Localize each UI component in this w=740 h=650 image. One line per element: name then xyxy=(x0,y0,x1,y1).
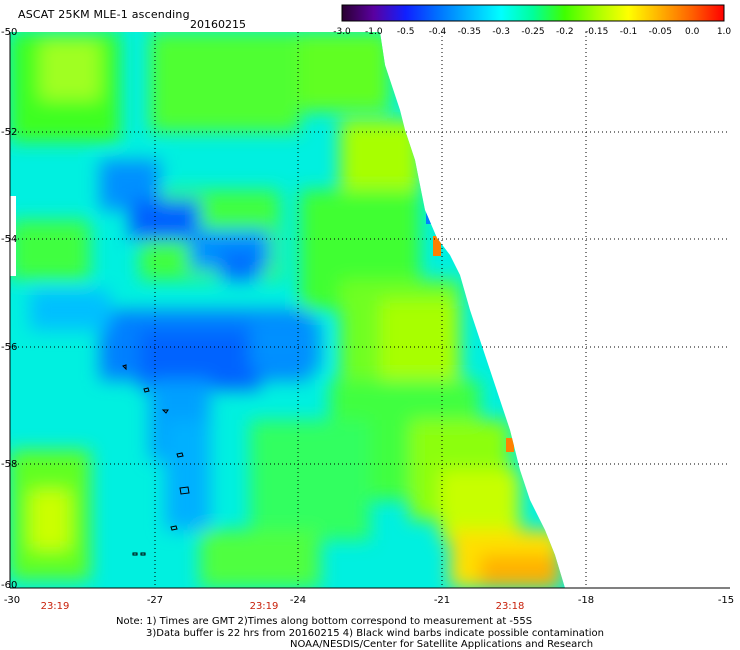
lat-label: -58 xyxy=(1,459,18,470)
colorbar-gradient xyxy=(341,4,725,22)
mle-data-field xyxy=(10,32,565,588)
colorbar-label: -3.0 xyxy=(333,27,351,37)
lon-label: -21 xyxy=(433,595,451,606)
colorbar-label: -0.5 xyxy=(396,27,415,37)
colorbar-label: 1.0 xyxy=(716,27,732,37)
colorbar-label: -0.25 xyxy=(521,27,545,37)
time-label: 23:19 xyxy=(40,601,70,612)
lat-label: -54 xyxy=(1,234,18,245)
time-label: 23:18 xyxy=(495,601,525,612)
lon-label: -24 xyxy=(289,595,307,606)
contamination-markers xyxy=(122,364,190,556)
product-title: ASCAT 25KM MLE-1 ascending xyxy=(18,8,190,21)
colorbar-label: -1.0 xyxy=(365,27,383,37)
colorbar-label: -0.35 xyxy=(457,27,481,37)
lon-label: -30 xyxy=(3,595,21,606)
colorbar-label: -0.4 xyxy=(428,27,447,37)
time-label: 23:19 xyxy=(249,601,279,612)
colorbar-label: -0.15 xyxy=(585,27,609,37)
lat-lon-grid xyxy=(10,32,730,588)
colorbar xyxy=(341,4,725,22)
colorbar-label: -0.1 xyxy=(619,27,638,37)
lat-label: -60 xyxy=(1,580,18,591)
colorbar-label: -0.3 xyxy=(492,27,510,37)
lat-label: -52 xyxy=(1,127,18,138)
colorbar-label: -0.2 xyxy=(556,27,574,37)
note-line-1: Note: 1) Times are GMT 2)Times along bot… xyxy=(116,616,533,627)
note-line-3: NOAA/NESDIS/Center for Satellite Applica… xyxy=(290,639,594,650)
axis-frame xyxy=(9,32,730,589)
colorbar-label: 0.0 xyxy=(684,27,700,37)
note-line-2: 3)Data buffer is 22 hrs from 20160215 4)… xyxy=(146,628,604,639)
lat-label: -56 xyxy=(1,342,18,353)
lon-label: -18 xyxy=(577,595,595,606)
colorbar-label: -0.05 xyxy=(648,27,672,37)
product-date: 20160215 xyxy=(190,18,246,31)
lon-label: -27 xyxy=(146,595,164,606)
lon-label: -15 xyxy=(717,595,735,606)
lat-label: -50 xyxy=(1,27,18,38)
